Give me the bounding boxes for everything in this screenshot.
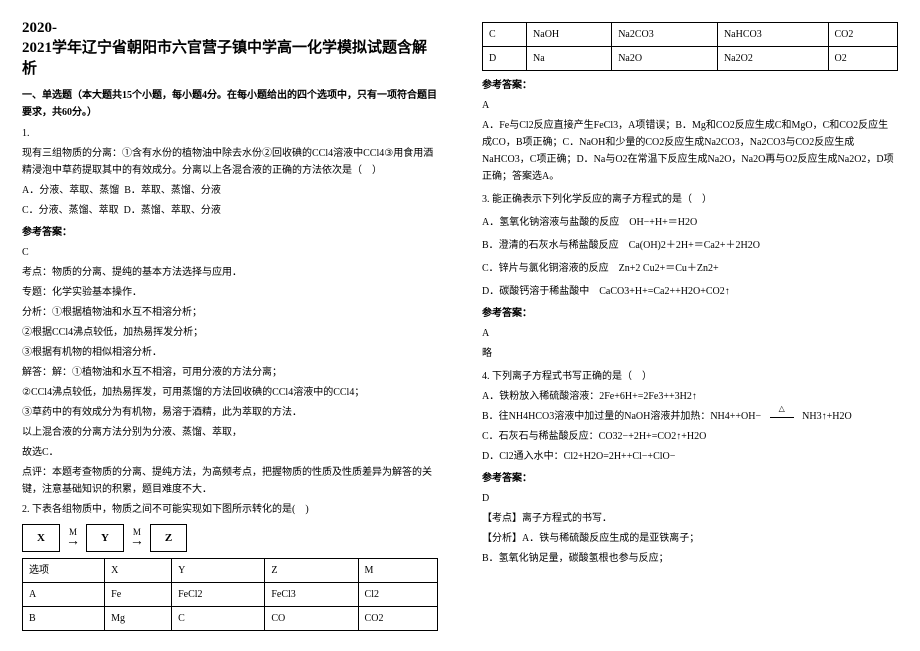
diagram-box-x: X bbox=[22, 524, 60, 553]
cell: O2 bbox=[828, 47, 898, 71]
q1-stem: 现有三组物质的分离：①含有水份的植物油中除去水份②回收碘的CCl4溶液中CCl4… bbox=[22, 145, 438, 179]
th-m: M bbox=[358, 559, 437, 583]
q4-a: A．铁粉放入稀硫酸溶液：2Fe+6H+=2Fe3++3H2↑ bbox=[482, 388, 898, 405]
table-row: D Na Na2O Na2O2 O2 bbox=[483, 47, 898, 71]
cell: NaOH bbox=[527, 23, 612, 47]
cell: FeCl3 bbox=[265, 583, 358, 607]
q3-b: B．澄清的石灰水与稀盐酸反应 Ca(OH)2＋2H+＝Ca2+＋2H2O bbox=[482, 237, 898, 254]
q1-exp-1: 考点：物质的分离、提纯的基本方法选择与应用． bbox=[22, 264, 438, 281]
q4-d: D．Cl2通入水中：Cl2+H2O=2H++Cl−+ClO− bbox=[482, 448, 898, 465]
q3-stem: 3. 能正确表示下列化学反应的离子方程式的是（ ） bbox=[482, 191, 898, 208]
q3-ref-label: 参考答案： bbox=[482, 305, 898, 322]
q4-answer: D bbox=[482, 490, 898, 507]
q1-exp-9: 以上混合液的分离方法分别为分液、蒸馏、萃取， bbox=[22, 424, 438, 441]
section-heading: 一、单选题（本大题共15个小题，每小题4分。在每小题给出的四个选项中，只有一项符… bbox=[22, 87, 438, 121]
cell: CO2 bbox=[828, 23, 898, 47]
cell: CO bbox=[265, 607, 358, 631]
th-y: Y bbox=[172, 559, 265, 583]
triangle-icon: △ bbox=[779, 402, 785, 416]
cell: Na2CO3 bbox=[612, 23, 718, 47]
q4-b-post: NH3↑+H2O bbox=[802, 411, 852, 422]
th-z: Z bbox=[265, 559, 358, 583]
th-x: X bbox=[105, 559, 172, 583]
cell: Na2O2 bbox=[717, 47, 828, 71]
cell: A bbox=[23, 583, 105, 607]
q4-f1: 【分析】A．铁与稀硫酸反应生成的是亚铁离子； bbox=[482, 530, 898, 547]
q2-diagram: X M → Y M → Z bbox=[22, 524, 438, 553]
q4-c: C．石灰石与稀盐酸反应：CO32−+2H+=CO2↑+H2O bbox=[482, 428, 898, 445]
cell: NaHCO3 bbox=[717, 23, 828, 47]
cell: C bbox=[172, 607, 265, 631]
q3-answer: A bbox=[482, 325, 898, 342]
table-row: C NaOH Na2CO3 NaHCO3 CO2 bbox=[483, 23, 898, 47]
q1-c: C．分液、蒸馏、萃取 bbox=[22, 205, 119, 216]
q4-stem: 4. 下列离子方程式书写正确的是（ ） bbox=[482, 368, 898, 385]
page-title: 2020-2021学年辽宁省朝阳市六官营子镇中学高一化学模拟试题含解析 bbox=[22, 18, 438, 79]
arrow-right-icon: → bbox=[130, 535, 144, 549]
diagram-box-z: Z bbox=[150, 524, 187, 553]
q1-exp-5: ③根据有机物的相似相溶分析． bbox=[22, 344, 438, 361]
cell: Na bbox=[527, 47, 612, 71]
cell: FeCl2 bbox=[172, 583, 265, 607]
q3-c: C．锌片与氯化铜溶液的反应 Zn+2 Cu2+＝Cu＋Zn2+ bbox=[482, 260, 898, 277]
q3-note: 略 bbox=[482, 345, 898, 362]
q1-exp-8: ③草药中的有效成分为有机物，易溶于酒精，此为萃取的方法． bbox=[22, 404, 438, 421]
q1-exp-11: 点评：本题考查物质的分离、提纯方法，为高频考点，把握物质的性质及性质差异为解答的… bbox=[22, 464, 438, 498]
q1-exp-4: ②根据CCl4沸点较低，加热易挥发分析； bbox=[22, 324, 438, 341]
q1-opt-row2: C．分液、蒸馏、萃取 D．蒸馏、萃取、分液 bbox=[22, 202, 438, 219]
q4-kaodian: 【考点】离子方程式的书写． bbox=[482, 510, 898, 527]
arrow-right-icon: → bbox=[66, 535, 80, 549]
q2-table-cont: C NaOH Na2CO3 NaHCO3 CO2 D Na Na2O Na2O2… bbox=[482, 22, 898, 71]
q2-table: 选项 X Y Z M A Fe FeCl2 FeCl3 Cl2 B Mg C C… bbox=[22, 558, 438, 631]
q1-d: D．蒸馏、萃取、分液 bbox=[124, 205, 221, 216]
q2-answer: A bbox=[482, 97, 898, 114]
eq-line-bottom bbox=[770, 417, 794, 418]
table-header-row: 选项 X Y Z M bbox=[23, 559, 438, 583]
q2-ref-label: 参考答案： bbox=[482, 77, 898, 94]
q1-number: 1. bbox=[22, 125, 438, 142]
table-row: A Fe FeCl2 FeCl3 Cl2 bbox=[23, 583, 438, 607]
q1-ref-label: 参考答案： bbox=[22, 224, 438, 241]
cell: B bbox=[23, 607, 105, 631]
cell: Mg bbox=[105, 607, 172, 631]
q2-explanation: A．Fe与Cl2反应直接产生FeCl3，A项错误；B．Mg和CO2反应生成C和M… bbox=[482, 117, 898, 185]
q4-ref-label: 参考答案： bbox=[482, 470, 898, 487]
q2-stem: 2. 下表各组物质中，物质之间不可能实现如下图所示转化的是( ) bbox=[22, 501, 438, 518]
q1-exp-2: 专题：化学实验基本操作． bbox=[22, 284, 438, 301]
q3-d: D．碳酸钙溶于稀盐酸中 CaCO3+H+=Ca2++H2O+CO2↑ bbox=[482, 283, 898, 300]
cell: CO2 bbox=[358, 607, 437, 631]
cell: Na2O bbox=[612, 47, 718, 71]
q1-exp-6: 解答：解：①植物油和水互不相溶，可用分液的方法分离； bbox=[22, 364, 438, 381]
diagram-box-y: Y bbox=[86, 524, 124, 553]
q3-a: A．氢氧化钠溶液与盐酸的反应 OH−+H+＝H2O bbox=[482, 214, 898, 231]
table-row: B Mg C CO CO2 bbox=[23, 607, 438, 631]
q1-b: B．萃取、蒸馏、分液 bbox=[124, 185, 221, 196]
cell: Cl2 bbox=[358, 583, 437, 607]
q4-b-pre: B．往NH4HCO3溶液中加过量的NaOH溶液并加热：NH4++OH− bbox=[482, 411, 761, 422]
q1-opt-row1: A．分液、萃取、蒸馏 B．萃取、蒸馏、分液 bbox=[22, 182, 438, 199]
q1-answer: C bbox=[22, 244, 438, 261]
cell: D bbox=[483, 47, 527, 71]
q4-f2: B．氢氧化钠足量，碳酸氢根也参与反应； bbox=[482, 550, 898, 567]
th-sel: 选项 bbox=[23, 559, 105, 583]
arrow-1: M → bbox=[66, 528, 80, 549]
q1-exp-10: 故选C． bbox=[22, 444, 438, 461]
cell: C bbox=[483, 23, 527, 47]
cell: Fe bbox=[105, 583, 172, 607]
q1-exp-7: ②CCl4沸点较低，加热易挥发，可用蒸馏的方法回收碘的CCl4溶液中的CCl4； bbox=[22, 384, 438, 401]
q1-a: A．分液、萃取、蒸馏 bbox=[22, 185, 119, 196]
arrow-2: M → bbox=[130, 528, 144, 549]
q1-exp-3: 分析：①根据植物油和水互不相溶分析； bbox=[22, 304, 438, 321]
q4-b-condition: △ bbox=[764, 408, 800, 425]
q4-b: B．往NH4HCO3溶液中加过量的NaOH溶液并加热：NH4++OH− △ NH… bbox=[482, 408, 898, 425]
